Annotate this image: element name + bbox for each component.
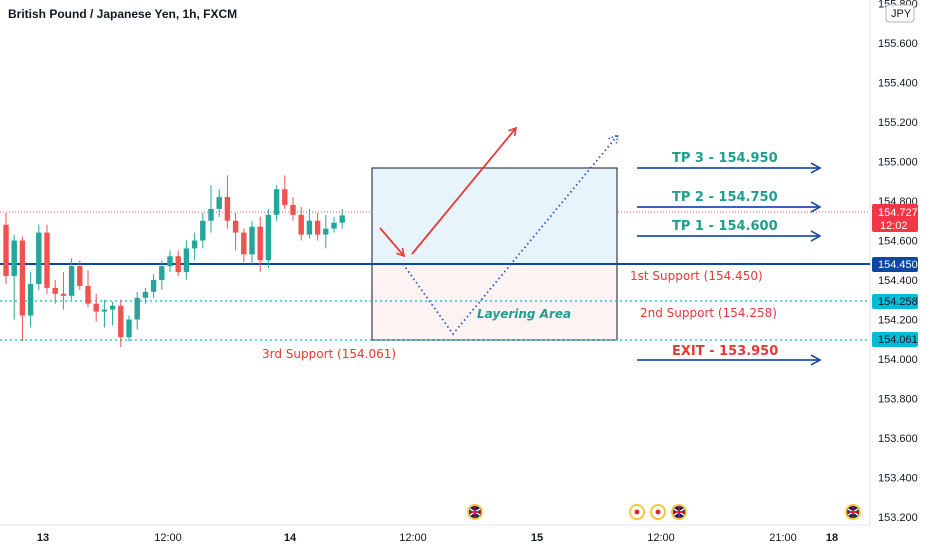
candle-body[interactable]: [191, 240, 198, 249]
candle-body[interactable]: [85, 285, 91, 304]
support-3-label: 3rd Support (154.061): [262, 347, 396, 361]
support-1-label: 1st Support (154.450): [630, 269, 763, 283]
price-tick-label: 154.600: [878, 236, 918, 248]
time-tick-label: 15: [531, 532, 543, 544]
candle-body[interactable]: [290, 204, 296, 215]
candle-body[interactable]: [331, 222, 337, 229]
current-price-tag: 154.727 12:02: [872, 204, 918, 232]
candle-body[interactable]: [257, 226, 263, 261]
japan-flag-icon[interactable]: [629, 504, 645, 520]
candle-body[interactable]: [175, 256, 181, 273]
tp2-label: TP 2 - 154.750: [672, 190, 778, 205]
red-pullback-arrow: [379, 227, 406, 258]
candle-body[interactable]: [150, 280, 157, 292]
candle-body[interactable]: [159, 266, 165, 280]
support-3-tag-value: 154.061: [878, 334, 918, 346]
candle-body[interactable]: [232, 220, 239, 233]
current-price-countdown: 12:02: [880, 220, 908, 232]
layering-area-label: Layering Area: [477, 307, 571, 321]
uk-flag-icon[interactable]: [467, 504, 483, 520]
time-tick-label: 12:00: [399, 532, 427, 544]
uk-flag-icon[interactable]: [671, 504, 687, 520]
time-tick-label: 12:00: [154, 532, 182, 544]
candle-body[interactable]: [298, 214, 304, 235]
blue-dotted-path-arrow: [402, 133, 619, 336]
price-tick-label: 155.200: [878, 117, 918, 129]
price-tick-label: 155.600: [878, 38, 918, 50]
candle-body[interactable]: [52, 287, 58, 294]
uk-flag-icon[interactable]: [845, 504, 861, 520]
currency-badge[interactable]: JPY: [885, 4, 915, 23]
price-tick-label: 155.000: [878, 157, 918, 169]
candle-body[interactable]: [126, 319, 132, 338]
support-2-tag: 154.258: [872, 294, 918, 309]
candle-body[interactable]: [44, 232, 50, 288]
japan-flag-icon[interactable]: [650, 504, 666, 520]
candle-body[interactable]: [118, 305, 124, 338]
candle-body[interactable]: [19, 240, 26, 316]
candle-body[interactable]: [208, 208, 214, 221]
time-tick-label: 18: [826, 532, 838, 544]
layering-zone[interactable]: [371, 263, 618, 341]
price-tick-label: 154.400: [878, 275, 918, 287]
tp3-label: TP 3 - 154.950: [672, 151, 778, 166]
candle-body[interactable]: [224, 197, 231, 221]
time-tick-label: 13: [37, 532, 49, 544]
chart-title: British Pound / Japanese Yen, 1h, FXCM: [8, 7, 238, 21]
candle-body[interactable]: [68, 266, 75, 296]
price-tick-label: 153.200: [878, 512, 918, 524]
price-tick-label: 154.200: [878, 315, 918, 327]
support-2-label: 2nd Support (154.258): [640, 306, 777, 320]
current-price-value: 154.727: [878, 207, 918, 219]
candlestick-series: [3, 175, 345, 348]
time-tick-label: 12:00: [647, 532, 675, 544]
target-zone[interactable]: [371, 167, 618, 265]
candle-body[interactable]: [200, 220, 206, 241]
candle-body[interactable]: [93, 303, 99, 312]
tp1-label: TP 1 - 154.600: [672, 219, 778, 234]
candle-body[interactable]: [134, 297, 140, 320]
red-rally-arrow: [411, 126, 518, 255]
time-axis[interactable]: 13 12:00 14 12:00 15 12:00 21:00 18: [37, 532, 838, 544]
price-tick-label: 154.000: [878, 354, 918, 366]
price-tick-label: 153.800: [878, 394, 918, 406]
price-tick-label: 153.400: [878, 473, 918, 485]
candle-body[interactable]: [101, 309, 108, 312]
candle-body[interactable]: [27, 283, 34, 316]
candle-body[interactable]: [36, 232, 42, 284]
support-2-tag-value: 154.258: [878, 296, 918, 308]
candle-body[interactable]: [183, 248, 190, 273]
currency-badge-label: JPY: [891, 8, 912, 20]
price-tick-label: 155.400: [878, 78, 918, 90]
price-tick-label: 153.600: [878, 433, 918, 445]
event-icons[interactable]: [467, 504, 861, 520]
candle-body[interactable]: [314, 220, 321, 235]
exit-label: EXIT - 153.950: [672, 344, 778, 359]
candle-body[interactable]: [60, 293, 67, 296]
candle-body[interactable]: [142, 291, 149, 298]
candle-body[interactable]: [306, 220, 313, 235]
candle-body[interactable]: [323, 228, 329, 235]
candle-body[interactable]: [273, 189, 280, 215]
candle-body[interactable]: [282, 189, 288, 205]
candle-body[interactable]: [265, 214, 272, 261]
candle-body[interactable]: [339, 215, 345, 223]
candle-body[interactable]: [3, 224, 9, 277]
support-1-tag-value: 154.450: [878, 259, 918, 271]
candle-body[interactable]: [249, 226, 255, 255]
candle-body[interactable]: [11, 240, 17, 277]
candle-body[interactable]: [241, 232, 247, 255]
support-1-tag: 154.450: [872, 257, 918, 272]
time-tick-label: 14: [284, 532, 297, 544]
candle-body[interactable]: [216, 197, 222, 209]
time-tick-label: 21:00: [769, 532, 797, 544]
support-3-tag: 154.061: [872, 332, 918, 347]
candle-body[interactable]: [167, 256, 173, 267]
candle-body[interactable]: [109, 305, 116, 310]
candle-body[interactable]: [77, 266, 83, 286]
